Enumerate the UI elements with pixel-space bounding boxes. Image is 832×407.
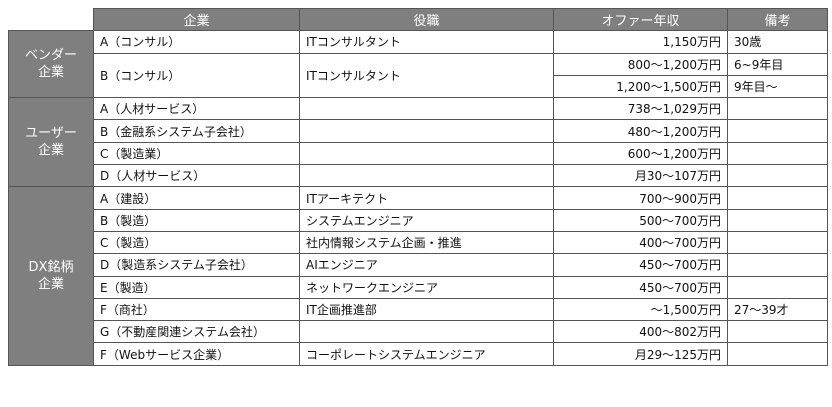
cell-salary: 480～1,200万円 [553,119,728,143]
group-label-user-line1: ユーザー [25,125,77,141]
cell-note [727,342,828,366]
table-row: C（製造） 社内情報システム企画・推進 400～700万円 [9,230,828,255]
table-row: ベンダー企業 A（コンサル） ITコンサルタント 1,150万円 30歳 [8,30,828,99]
cell-company: A（建設） [93,186,300,210]
cell-company: D（製造系システム子会社） [93,253,300,277]
cell-company: A（コンサル） [93,30,300,54]
cell-salary: 700～900万円 [553,186,728,210]
group-label-dx-line2: 企業 [37,277,64,293]
table-row: F（Webサービス企業） コーポレートシステムエンジニア 月29～125万円 [9,342,828,366]
cell-role: コーポレートシステムエンジニア [299,342,554,366]
cell-note: 27～39才 [727,297,828,322]
cell-salary: 400～802万円 [553,320,728,344]
cell-salary: ～1,500万円 [553,297,728,322]
header-company: 企業 [93,7,300,32]
cell-note [727,119,828,143]
cell-note [727,208,828,232]
table-row: ユーザー企業 A（人材サービス） 738～1,029万円 [8,97,828,188]
cell-role [299,141,554,166]
group-label-user: ユーザー 企業 [8,97,94,188]
cell-salary: 450～700万円 [553,275,728,299]
cell-company: D（人材サービス） [93,164,300,188]
cell-salary: 1,200～1,500万円 [553,74,728,99]
cell-note [727,275,828,299]
cell-role [299,119,554,143]
cell-role: ITコンサルタント [299,52,554,99]
table-row: G（不動産関連システム会社） 400～802万円 [9,320,828,344]
table-row: D（製造系システム子会社） AIエンジニア 450～700万円 [9,253,828,277]
cell-note [727,186,828,210]
cell-company: C（製造） [93,230,300,255]
cell-role [299,97,554,121]
cell-salary: 800～1,200万円 [553,52,728,76]
cell-role: ITコンサルタント [299,30,554,54]
cell-note: 30歳 [727,30,828,54]
group-label-user-line2: 企業 [37,143,64,159]
table-row: E（製造） ネットワークエンジニア 450～700万円 [9,275,828,299]
group-label-vendor: ベンダー 企業 [8,30,94,99]
table-row: C（製造業） 600～1,200万円 [9,141,828,166]
cell-company: E（製造） [93,275,300,299]
cell-role: ITアーキテクト [299,186,554,210]
group-label-vendor-line1: ベンダー [24,47,77,63]
cell-salary: 400～700万円 [553,230,728,255]
header-offer-salary: オファー年収 [553,7,728,32]
header-notes: 備考 [727,7,828,32]
cell-company: B（コンサル） [93,52,300,99]
header-row: 企業 役職 オファー年収 備考 [8,7,828,32]
table-row: B（金融系システム子会社） 480～1,200万円 [9,119,828,143]
cell-role: ネットワークエンジニア [299,275,554,299]
cell-role: IT企画推進部 [299,297,554,322]
cell-company: B（金融系システム子会社） [93,119,300,143]
cell-note [727,164,828,188]
table-row: B（製造） システムエンジニア 500～700万円 [9,208,828,232]
offer-salary-table: 企業 役職 オファー年収 備考 ベンダー 企業 A（コンサル） ITコンサルタント… [8,7,828,366]
cell-note: 6~9年目 [727,52,828,76]
cell-note [727,230,828,255]
cell-role [299,164,554,188]
cell-company: C（製造業） [93,141,300,166]
table-row: B（コンサル） ITコンサルタント 800～1,200万円 6~9年目 [9,52,828,99]
group-label-dx-line1: DX銘柄 [28,259,74,275]
header-role: 役職 [299,7,554,32]
cell-company: F（商社） [93,297,300,322]
cell-company: F（Webサービス企業） [93,342,300,366]
cell-company: G（不動産関連システム会社） [93,320,300,344]
cell-salary: 500～700万円 [553,208,728,232]
cell-note [727,253,828,277]
cell-salary: 738～1,029万円 [553,97,728,121]
table-row: D（人材サービス） 月30～107万円 [9,164,828,188]
cell-company: A（人材サービス） [93,97,300,121]
cell-company: B（製造） [93,208,300,232]
cell-salary: 1,150万円 [553,30,728,54]
header-corner [8,8,94,32]
cell-role [299,320,554,344]
cell-salary: 600～1,200万円 [553,141,728,166]
cell-role: 社内情報システム企画・推進 [299,230,554,255]
cell-salary: 450～700万円 [553,253,728,277]
cell-role: AIエンジニア [299,253,554,277]
group-label-vendor-line2: 企業 [37,65,64,81]
cell-salary: 月30～107万円 [553,164,728,188]
table-row: DX銘柄企業 A（建設） ITアーキテクト 700～900万円 [8,186,828,366]
cell-note [727,97,828,121]
cell-note: 9年目～ [727,74,828,99]
cell-note [727,320,828,344]
cell-role: システムエンジニア [299,208,554,232]
cell-salary: 月29～125万円 [553,342,728,366]
table-row: F（商社） IT企画推進部 ～1,500万円 27～39才 [9,297,828,322]
cell-note [727,141,828,166]
group-label-dx: DX銘柄企業 [8,186,94,366]
